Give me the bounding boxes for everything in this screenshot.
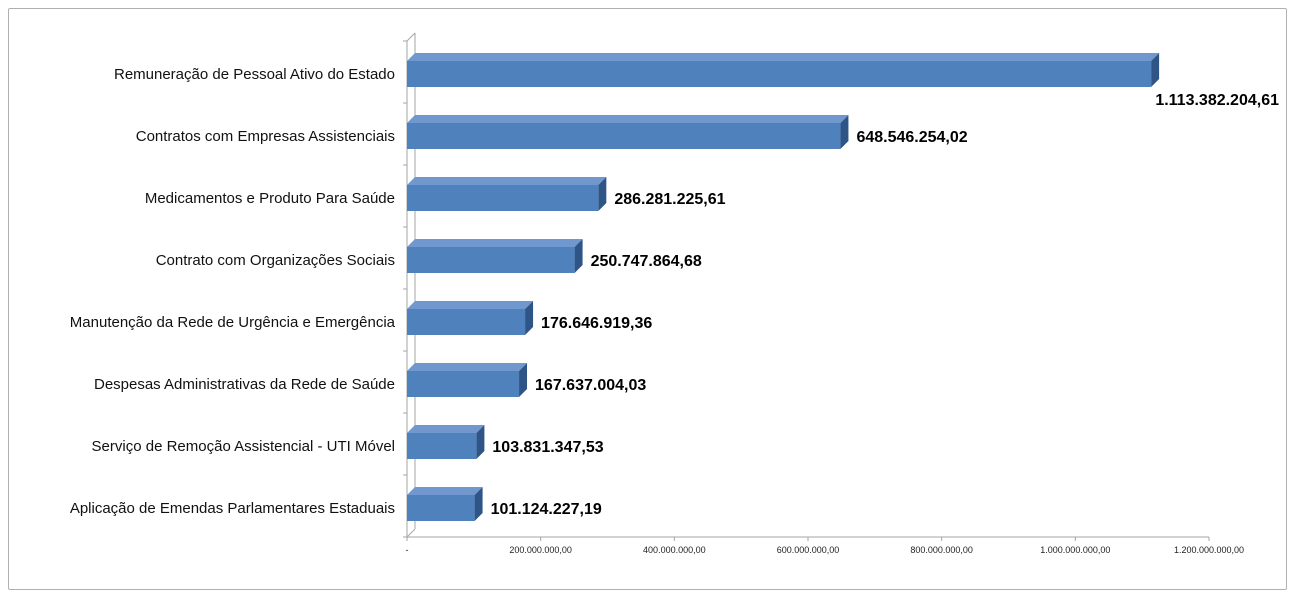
value-label: 101.124.227,19 [491, 501, 602, 518]
axis-layer: - 200.000.000,00 400.000.000,00 600.000.000… [403, 32, 1244, 555]
value-label: 250.747.864,68 [591, 253, 702, 270]
bar-side-face [519, 363, 528, 397]
category-label: Aplicação de Emendas Parlamentares Estad… [70, 500, 395, 517]
x-tick-label: 1.000.000.000,00 [1040, 545, 1110, 555]
labels-layer: Remuneração de Pessoal Ativo do Estado 1.… [70, 66, 1279, 518]
value-label: 286.281.225,61 [614, 191, 725, 208]
bar-front-face [407, 185, 599, 211]
bar [407, 115, 849, 149]
bar-top-face [407, 239, 583, 247]
bar-side-face [525, 301, 534, 335]
bar-top-face [407, 487, 483, 495]
bar [407, 53, 1160, 87]
bar [407, 425, 485, 459]
category-label: Remuneração de Pessoal Ativo do Estado [114, 66, 395, 83]
bar-top-face [407, 363, 528, 371]
bar [407, 487, 483, 521]
bar [407, 301, 534, 335]
category-label: Manutenção da Rede de Urgência e Emergên… [70, 314, 396, 331]
bar-chart: - 200.000.000,00 400.000.000,00 600.000.000… [70, 32, 1279, 555]
category-label: Contratos com Empresas Assistenciais [136, 128, 395, 145]
x-tick-label: - [406, 545, 409, 555]
bar-side-face [1151, 53, 1160, 87]
category-label: Serviço de Remoção Assistencial - UTI Mó… [92, 438, 395, 455]
chart-frame: - 200.000.000,00 400.000.000,00 600.000.000… [8, 8, 1287, 590]
bar-side-face [840, 115, 849, 149]
bar-front-face [407, 247, 575, 273]
bar-top-face [407, 301, 534, 309]
bar-side-face [598, 177, 607, 211]
axis-depth-bottom [406, 528, 416, 538]
x-tick-label: 200.000.000,00 [509, 545, 572, 555]
bar-front-face [407, 123, 841, 149]
bar-front-face [407, 371, 520, 397]
bar-top-face [407, 177, 607, 185]
category-label: Contrato com Organizações Sociais [156, 252, 395, 269]
bar-top-face [407, 53, 1160, 61]
value-label: 167.637.004,03 [535, 377, 646, 394]
x-tick-label: 800.000.000,00 [910, 545, 973, 555]
bar [407, 363, 528, 397]
bar-top-face [407, 425, 485, 433]
value-label: 103.831.347,53 [492, 439, 603, 456]
bar [407, 239, 583, 273]
value-label: 648.546.254,02 [856, 129, 967, 146]
bar-top-face [407, 115, 849, 123]
x-tick-label: 400.000.000,00 [643, 545, 706, 555]
bar-side-face [474, 487, 483, 521]
bar-front-face [407, 433, 477, 459]
value-label: 1.113.382.204,61 [1155, 92, 1279, 109]
x-tick-label: 600.000.000,00 [777, 545, 840, 555]
bar-front-face [407, 61, 1152, 87]
bar [407, 177, 607, 211]
bar-side-face [476, 425, 485, 459]
axis-depth-top [406, 32, 416, 42]
bar-front-face [407, 309, 526, 335]
category-label: Medicamentos e Produto Para Saúde [145, 190, 395, 207]
bar-side-face [574, 239, 583, 273]
bars-layer [407, 53, 1160, 521]
bar-front-face [407, 495, 475, 521]
category-label: Despesas Administrativas da Rede de Saúd… [94, 376, 395, 393]
value-label: 176.646.919,36 [541, 315, 652, 332]
x-tick-label: 1.200.000.000,00 [1174, 545, 1244, 555]
